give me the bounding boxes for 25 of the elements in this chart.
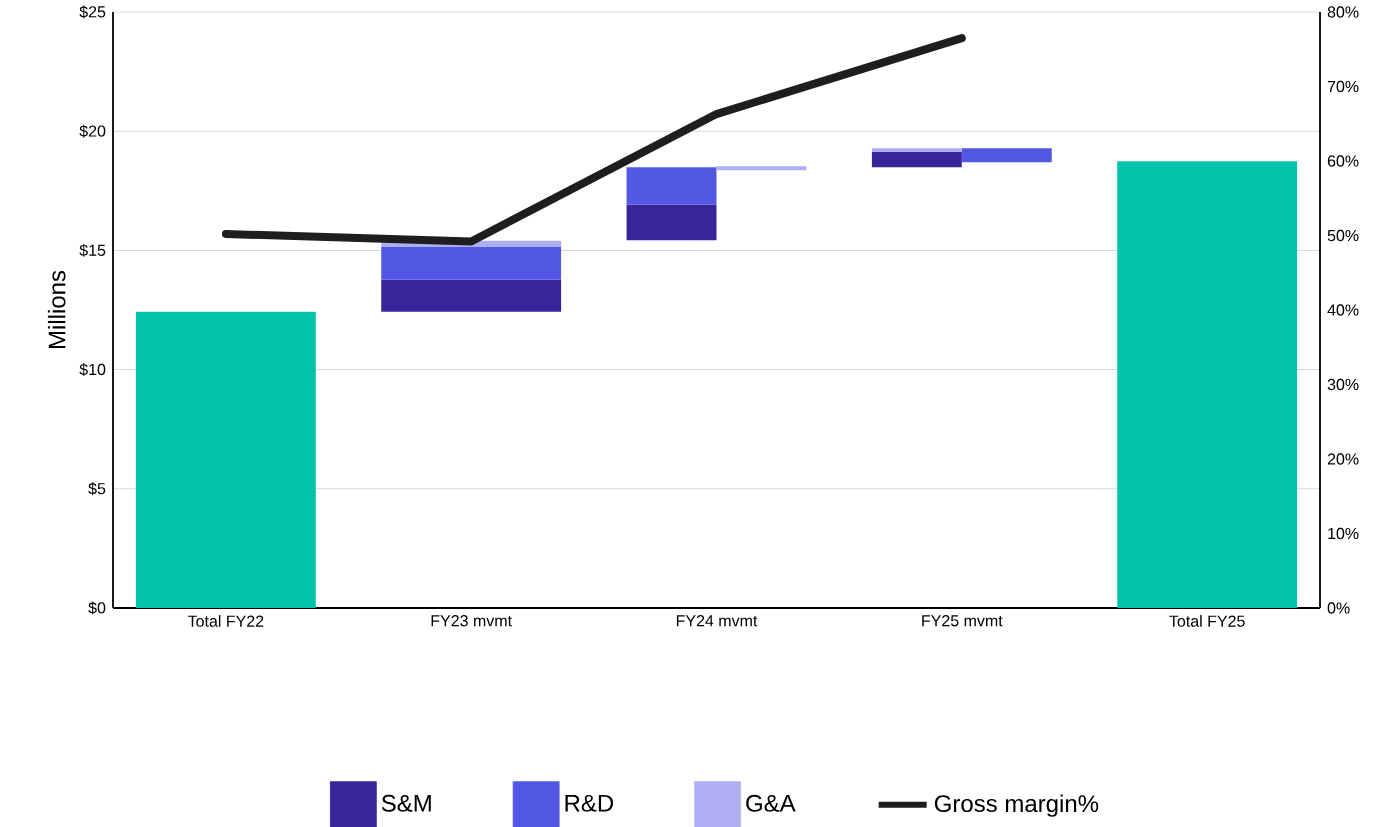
y-tick-label: $25 bbox=[79, 5, 106, 19]
y-axis-title: Millions bbox=[47, 270, 66, 349]
y2-tick-label: 40% bbox=[1327, 304, 1359, 316]
x-tick-label: FY23 mvmt bbox=[431, 615, 512, 627]
y2-tick-label: 0% bbox=[1327, 602, 1350, 614]
y2-tick-label: 80% bbox=[1327, 6, 1359, 18]
y2-tick-label: 20% bbox=[1327, 453, 1359, 465]
y-tick-label: $15 bbox=[79, 243, 106, 257]
x-tick-label: Total FY25 bbox=[1169, 615, 1245, 627]
legend-label: S&M bbox=[381, 794, 431, 812]
legend-label: R&D bbox=[565, 794, 614, 812]
y-tick-label: $0 bbox=[88, 601, 106, 615]
y2-tick-label: 10% bbox=[1328, 527, 1359, 540]
y-tick-label: $20 bbox=[79, 124, 106, 138]
y-tick-label: $10 bbox=[79, 363, 106, 377]
x-tick-label: FY25 mvmt bbox=[922, 615, 1003, 627]
x-tick-label: FY24 mvmt bbox=[676, 615, 758, 627]
y2-tick-label: 70% bbox=[1327, 80, 1359, 93]
y-tick-label: $5 bbox=[88, 482, 106, 496]
legend-label: Gross margin% bbox=[934, 794, 1099, 817]
x-tick-label: Total FY22 bbox=[187, 615, 264, 627]
y2-tick-label: 50% bbox=[1327, 229, 1359, 242]
legend-label: G&A bbox=[746, 794, 796, 812]
y2-tick-label: 30% bbox=[1327, 378, 1359, 391]
y2-tick-label: 60% bbox=[1327, 155, 1359, 167]
